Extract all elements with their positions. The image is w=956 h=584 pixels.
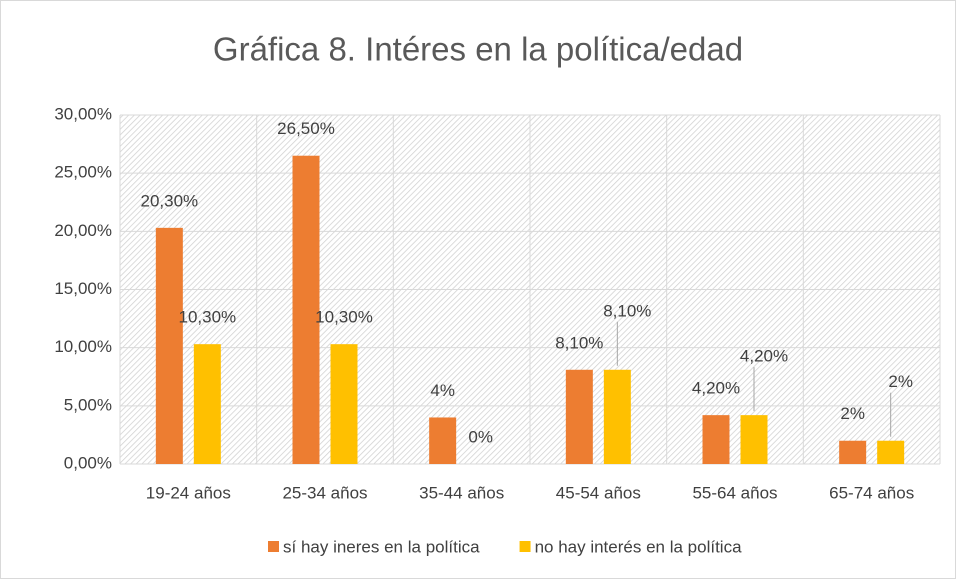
value-label: 4,20% xyxy=(740,347,788,366)
x-tick-label: 25-34 años xyxy=(282,483,367,502)
x-tick-label: 19-24 años xyxy=(146,483,231,502)
bar xyxy=(565,369,593,464)
value-label: 20,30% xyxy=(140,191,198,210)
bar xyxy=(839,440,867,464)
bar xyxy=(603,369,631,464)
x-tick-label: 45-54 años xyxy=(556,483,641,502)
legend-swatch xyxy=(519,541,531,552)
y-tick-label: 25,00% xyxy=(54,163,112,182)
y-tick-label: 10,00% xyxy=(54,337,112,356)
x-tick-label: 55-64 años xyxy=(692,483,777,502)
value-label: 2% xyxy=(888,372,913,391)
y-tick-label: 5,00% xyxy=(64,395,112,414)
x-tick-label: 65-74 años xyxy=(829,483,914,502)
y-tick-label: 15,00% xyxy=(54,279,112,298)
value-label: 0% xyxy=(468,427,493,446)
bar xyxy=(702,415,730,464)
y-tick-label: 0,00% xyxy=(64,453,112,472)
chart-title: Gráfica 8. Intéres en la política/edad xyxy=(213,31,743,68)
value-label: 2% xyxy=(840,404,865,423)
bar xyxy=(877,440,905,464)
value-label: 10,30% xyxy=(178,308,236,327)
y-tick-label: 20,00% xyxy=(54,221,112,240)
value-label: 26,50% xyxy=(277,119,335,138)
y-tick-label: 30,00% xyxy=(54,104,112,123)
bar xyxy=(155,227,183,464)
value-label: 4% xyxy=(430,381,455,400)
value-label: 8,10% xyxy=(603,301,651,320)
legend-label: no hay interés en la política xyxy=(535,537,743,556)
bar xyxy=(193,344,221,464)
value-label: 4,20% xyxy=(692,379,740,398)
x-tick-label: 35-44 años xyxy=(419,483,504,502)
value-label: 10,30% xyxy=(315,308,373,327)
bar xyxy=(292,155,320,464)
bar xyxy=(740,415,768,464)
bar xyxy=(330,344,358,464)
legend-label: sí hay ineres en la política xyxy=(283,537,480,556)
bar xyxy=(429,417,457,464)
legend-swatch xyxy=(268,541,279,552)
value-label: 8,10% xyxy=(555,333,603,352)
